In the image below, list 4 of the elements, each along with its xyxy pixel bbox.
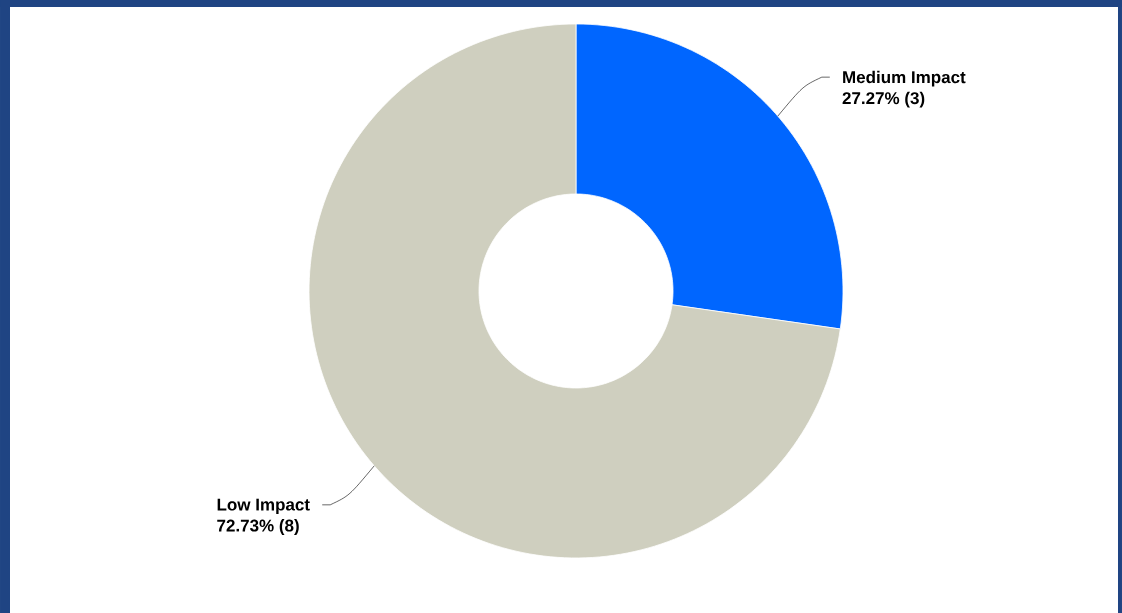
slice-label: Low Impact: [217, 498, 310, 514]
data-label: 72.73% (8): [217, 519, 299, 535]
slice-label: Medium Impact: [843, 70, 966, 87]
data-label: 27.27% (3): [842, 91, 925, 108]
